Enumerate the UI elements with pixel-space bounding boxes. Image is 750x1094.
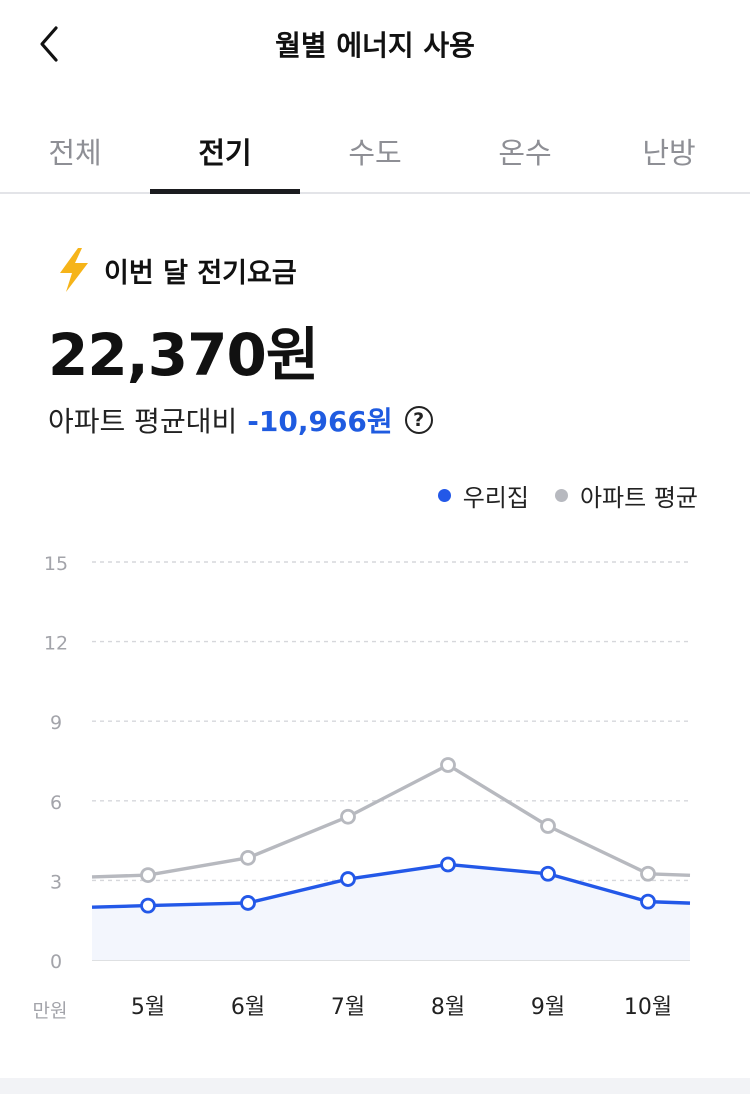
y-unit-label: 만원 xyxy=(33,1000,68,1022)
legend-dot-average xyxy=(554,489,568,502)
comparison-label: 아파트 평균대비 xyxy=(48,405,238,438)
mine-data-point xyxy=(540,865,556,882)
monthly-usage-chart: 0 3 6 9 12 15 만원 5월 6월 7월 8월 9월 10월 xyxy=(33,553,691,1022)
y-tick-label: 9 xyxy=(50,712,62,734)
bill-title: 이번 달 전기요금 xyxy=(104,257,297,289)
legend-label-average: 아파트 평균 xyxy=(579,484,698,512)
x-tick-label: 7월 xyxy=(331,995,365,1020)
page-title: 월별 에너지 사용 xyxy=(275,29,475,62)
x-tick-label: 6월 xyxy=(231,995,265,1020)
comparison-diff: -10,966원 xyxy=(247,405,393,438)
bill-header: 이번 달 전기요금 xyxy=(56,247,297,293)
back-button[interactable] xyxy=(30,22,70,66)
average-series-line xyxy=(91,763,691,879)
average-data-point xyxy=(340,808,356,825)
help-icon[interactable]: ? xyxy=(404,406,433,434)
app-header: 월별 에너지 사용 xyxy=(0,0,750,92)
bottom-divider xyxy=(0,1078,750,1094)
mine-data-point xyxy=(640,893,656,910)
average-data-point xyxy=(240,849,256,866)
mine-data-point xyxy=(240,895,256,911)
y-tick-label: 12 xyxy=(44,633,68,655)
legend-item-average: 아파트 평균 xyxy=(554,478,698,513)
mine-data-point xyxy=(140,897,156,914)
active-tab-indicator xyxy=(150,189,300,194)
legend-label-mine: 우리집 xyxy=(462,484,529,512)
tab-electricity[interactable]: 전기 xyxy=(198,136,252,170)
legend-dot-mine xyxy=(437,489,451,502)
y-tick-label: 0 xyxy=(50,951,62,973)
x-tick-label: 9월 xyxy=(531,995,565,1020)
mine-series-line xyxy=(91,862,691,909)
bill-amount: 22,370원 xyxy=(48,321,319,389)
average-data-point xyxy=(640,865,656,882)
x-tick-label: 5월 xyxy=(131,995,165,1020)
tab-water[interactable]: 수도 xyxy=(348,136,402,170)
tab-hot-water[interactable]: 온수 xyxy=(498,136,552,170)
mine-data-point xyxy=(440,856,456,873)
legend-item-mine: 우리집 xyxy=(437,478,529,513)
x-tick-label: 10월 xyxy=(624,995,672,1020)
x-tick-label: 8월 xyxy=(431,995,465,1020)
chart-legend: 우리집 아파트 평균 xyxy=(412,478,698,513)
average-data-point xyxy=(140,867,156,883)
tab-all[interactable]: 전체 xyxy=(48,136,102,170)
tab-heating[interactable]: 난방 xyxy=(642,136,696,170)
average-data-point xyxy=(440,757,456,773)
y-tick-label: 3 xyxy=(50,871,62,893)
mine-area-fill xyxy=(92,864,690,960)
chevron-left-icon xyxy=(40,26,58,62)
mine-data-point xyxy=(340,871,356,887)
average-data-point xyxy=(540,818,556,834)
lightning-bolt-icon xyxy=(60,248,88,292)
average-comparison: 아파트 평균대비 -10,966원 ? xyxy=(48,400,433,440)
y-tick-label: 15 xyxy=(44,553,68,575)
category-tabs: 전체 전기 수도 온수 난방 xyxy=(0,106,750,194)
y-tick-label: 6 xyxy=(50,792,62,814)
